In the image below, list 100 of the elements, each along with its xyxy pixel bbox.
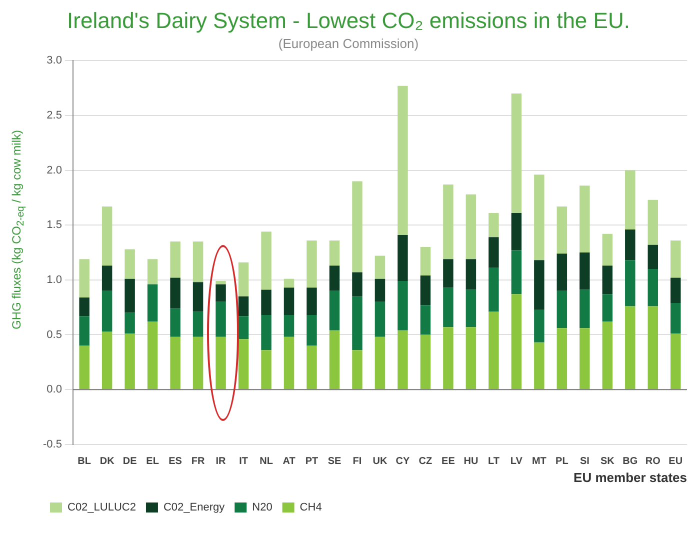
bar — [102, 266, 112, 291]
bar — [511, 250, 522, 294]
x-tick-label: SE — [328, 456, 342, 468]
bar — [102, 290, 112, 332]
bar — [602, 322, 613, 390]
bar — [192, 336, 204, 390]
bar — [79, 297, 90, 316]
bar — [261, 290, 272, 316]
bar — [216, 336, 226, 390]
bar — [329, 290, 340, 330]
bar — [648, 306, 658, 390]
bar — [398, 86, 408, 235]
bar — [306, 346, 317, 390]
legend-label: CH4 — [300, 502, 322, 514]
y-tick-label: 0.5 — [46, 328, 62, 341]
legend-label: C02_Energy — [163, 502, 226, 514]
bar — [398, 281, 408, 330]
bar — [79, 316, 90, 346]
x-tick-label: FI — [352, 456, 362, 468]
bar — [124, 249, 135, 279]
bar — [625, 229, 636, 260]
bar — [147, 259, 158, 284]
x-tick-label: EL — [146, 456, 159, 468]
bar — [488, 237, 499, 268]
bar — [329, 240, 340, 266]
bar — [216, 284, 226, 302]
x-tick-label: PT — [305, 456, 318, 468]
bar — [238, 296, 249, 316]
bar — [192, 312, 204, 337]
bar — [238, 262, 249, 296]
bar — [306, 288, 317, 316]
bar — [420, 334, 431, 390]
x-tick-label: EU — [668, 456, 683, 468]
bar — [534, 260, 544, 310]
chart-title: Ireland's Dairy System - Lowest CO₂ emissions in the EU. — [66, 8, 631, 34]
bar — [398, 234, 408, 282]
x-tick-label: CZ — [418, 456, 432, 468]
x-tick-label: RO — [645, 456, 661, 468]
x-tick-label: EE — [442, 456, 456, 468]
bar — [124, 278, 135, 313]
y-tick-label: 2.0 — [46, 164, 62, 176]
bar — [261, 232, 272, 290]
bar — [374, 302, 386, 337]
bar — [79, 259, 90, 298]
bar — [466, 327, 476, 390]
bar — [443, 288, 454, 328]
x-tick-label: MT — [532, 456, 546, 468]
bar — [374, 278, 386, 302]
bar — [102, 206, 112, 266]
bar — [580, 252, 590, 290]
bar — [556, 254, 568, 291]
bar — [580, 290, 590, 328]
x-tick-label: IT — [239, 456, 248, 468]
bar — [625, 306, 636, 390]
y-tick-label: 3.0 — [46, 54, 62, 67]
bar — [329, 330, 340, 390]
bar — [602, 234, 613, 266]
bar — [488, 268, 499, 312]
x-tick-label: LT — [488, 456, 500, 468]
bar — [443, 184, 454, 260]
y-tick-label: -0.5 — [42, 438, 62, 450]
x-tick-label: SK — [600, 456, 616, 468]
bar — [284, 278, 294, 288]
bar — [556, 290, 568, 328]
bar — [556, 328, 568, 390]
bar — [556, 206, 568, 254]
bar — [284, 315, 294, 337]
x-tick-label: DE — [122, 456, 138, 468]
bar — [625, 170, 636, 230]
bar — [534, 310, 544, 342]
y-tick-label: 1.5 — [46, 219, 62, 232]
x-tick-label: IR — [216, 456, 227, 468]
bar — [580, 186, 590, 252]
bar — [238, 339, 249, 390]
bar — [147, 322, 158, 390]
bar — [443, 327, 454, 390]
bar — [216, 281, 226, 284]
x-tick-label: NL — [260, 456, 273, 468]
x-tick-label: LV — [510, 456, 523, 468]
bar — [192, 282, 204, 312]
bar — [170, 242, 180, 278]
bar — [284, 288, 294, 316]
bar — [648, 268, 658, 306]
bar — [466, 194, 476, 260]
bar — [420, 276, 431, 306]
bar — [488, 312, 499, 390]
bar — [170, 278, 180, 308]
bar — [192, 242, 204, 282]
x-tick-label: FR — [191, 456, 206, 468]
bar — [124, 334, 135, 390]
bar — [329, 266, 340, 291]
legend-label: N20 — [252, 502, 272, 514]
bar — [374, 256, 386, 279]
bar — [147, 284, 158, 322]
bar — [534, 174, 544, 260]
bar — [284, 336, 294, 390]
x-axis-title: EU member states — [574, 470, 687, 485]
bar — [648, 244, 658, 269]
y-tick-label: 2.5 — [46, 109, 62, 122]
x-tick-label: CY — [396, 456, 410, 468]
